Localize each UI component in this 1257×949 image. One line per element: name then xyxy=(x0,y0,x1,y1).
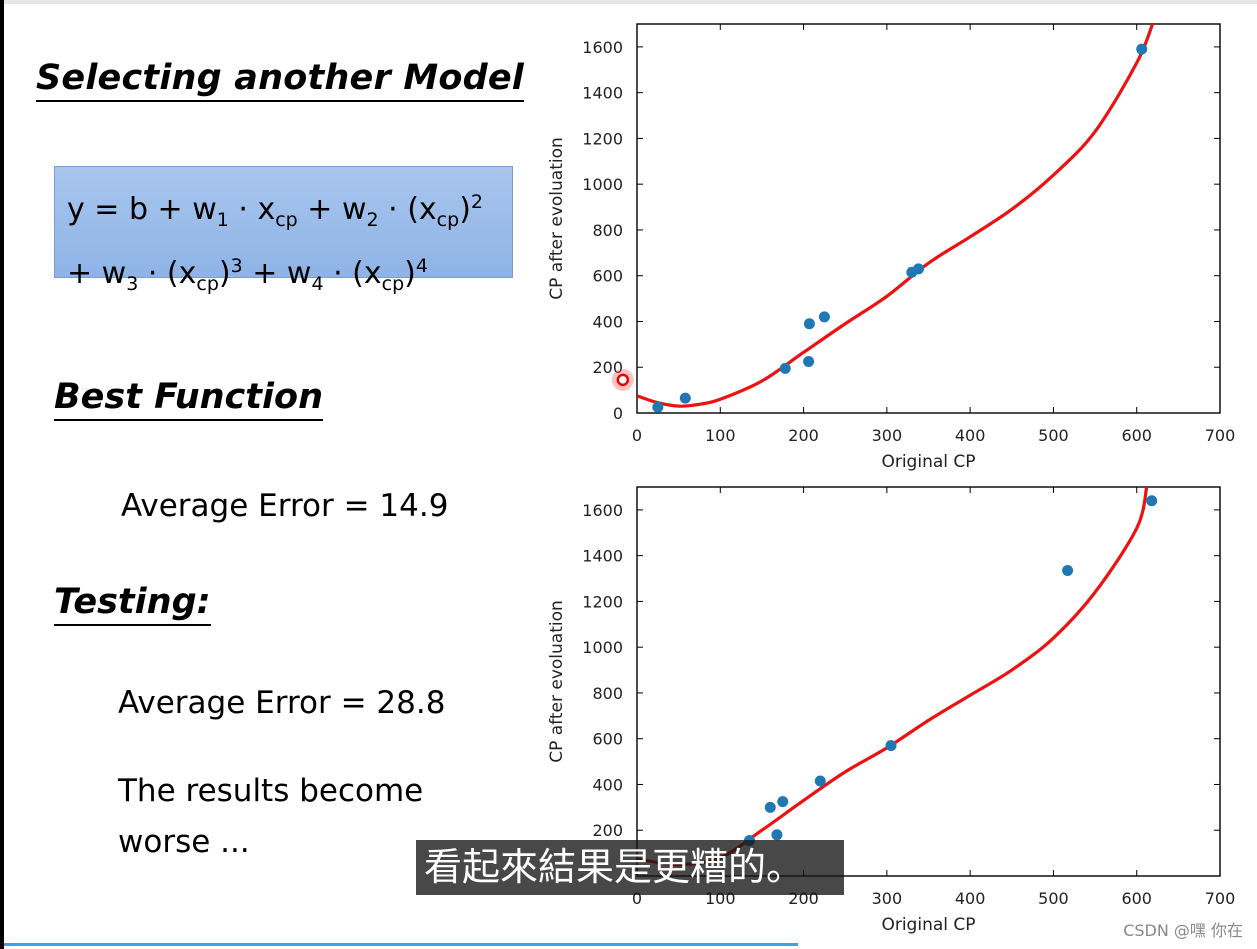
formula-subscript: 2 xyxy=(366,209,379,231)
plot-frame xyxy=(636,23,1221,414)
y-tick-label: 0 xyxy=(613,404,623,423)
x-tick-label: 600 xyxy=(1121,889,1152,908)
slide-title: Selecting another Model xyxy=(36,58,524,102)
formula-superscript: 3 xyxy=(230,255,243,277)
left-border xyxy=(0,0,4,949)
y-tick-label: 1400 xyxy=(582,84,623,103)
video-progress-bar[interactable] xyxy=(4,943,798,946)
formula-subscript: cp xyxy=(196,273,219,295)
data-point xyxy=(764,801,776,813)
x-tick-label: 0 xyxy=(632,889,642,908)
y-tick-label: 400 xyxy=(592,775,623,794)
data-point xyxy=(1136,43,1148,55)
formula-text: ) xyxy=(404,256,416,291)
y-tick-label: 1200 xyxy=(582,592,623,611)
data-point xyxy=(913,263,925,275)
y-tick-label: 1200 xyxy=(582,129,623,148)
y-tick-label: 600 xyxy=(592,267,623,286)
x-tick-label: 400 xyxy=(955,426,986,445)
x-axis-label: Original CP xyxy=(881,915,975,935)
training-chart: 0 100 200 300 400 500 600 700 0 200 400 600 800 1000 1… xyxy=(540,8,1250,478)
train-error-text: Average Error = 14.9 xyxy=(121,488,449,524)
y-tick-label: 1600 xyxy=(582,501,623,520)
formula-line-1: y = b + w1 · xcp + w2 · (xcp)2 xyxy=(67,179,500,243)
x-tick-label: 200 xyxy=(788,426,819,445)
formula-box: y = b + w1 · xcp + w2 · (xcp)2 + w3 · (x… xyxy=(54,166,513,295)
x-tick-label: 500 xyxy=(1038,426,1069,445)
data-point xyxy=(1062,565,1074,577)
formula-text: + w xyxy=(297,192,367,227)
testing-heading: Testing: xyxy=(54,582,211,626)
fitted-curve xyxy=(637,24,1155,408)
y-tick-label: 1000 xyxy=(582,175,623,194)
y-tick-label: 200 xyxy=(592,358,623,377)
x-tick-label: 600 xyxy=(1121,426,1152,445)
y-tick-label: 400 xyxy=(592,312,623,331)
formula-text: + w xyxy=(67,256,127,291)
data-point xyxy=(814,775,826,787)
formula-text: · (x xyxy=(138,256,197,291)
formula-subscript: cp xyxy=(436,209,460,231)
fitted-curve xyxy=(637,487,1149,867)
formula-subscript: 3 xyxy=(126,273,139,295)
top-border xyxy=(0,0,1257,4)
x-tick-label: 700 xyxy=(1205,426,1236,445)
y-tick-label: 1600 xyxy=(582,38,623,57)
formula-superscript: 4 xyxy=(415,255,428,277)
cursor-dot xyxy=(616,373,630,387)
data-point xyxy=(771,829,783,841)
video-subtitle: 看起來結果是更糟的。 xyxy=(416,840,844,895)
data-point xyxy=(652,401,664,413)
test-error-text: Average Error = 28.8 xyxy=(118,685,446,721)
formula-text: + w xyxy=(242,256,312,291)
formula-superscript: 2 xyxy=(470,191,483,213)
data-point xyxy=(777,796,789,808)
data-point xyxy=(818,311,830,323)
formula-text: · x xyxy=(228,192,276,227)
training-chart-svg: 0 100 200 300 400 500 600 700 0 200 400 600 800 1000 1… xyxy=(547,23,1236,472)
x-axis-label: Original CP xyxy=(881,452,975,472)
data-point xyxy=(803,356,815,368)
formula-subscript: cp xyxy=(381,273,405,295)
x-tick-label: 500 xyxy=(1038,889,1069,908)
x-tick-label: 700 xyxy=(1205,889,1236,908)
x-tick-label: 300 xyxy=(872,426,903,445)
result-text: The results become worse ... xyxy=(118,766,423,868)
x-tick-label: 100 xyxy=(705,426,736,445)
data-point xyxy=(779,362,791,374)
y-axis-label: CP after evoluation xyxy=(547,137,567,300)
x-tick-label: 400 xyxy=(955,889,986,908)
formula-subscript: cp xyxy=(275,209,298,231)
watermark: CSDN @嘿 你在 xyxy=(1123,921,1243,940)
result-line-1: The results become xyxy=(118,773,424,809)
formula-line-2: + w3 · (xcp)3 + w4 · (xcp)4 xyxy=(67,243,500,307)
y-tick-label: 800 xyxy=(592,684,623,703)
formula-subscript: 1 xyxy=(216,209,229,231)
y-axis-label: CP after evoluation xyxy=(547,600,567,763)
plot-frame xyxy=(636,486,1221,877)
data-point xyxy=(803,318,815,330)
result-line-2: worse ... xyxy=(118,824,250,860)
formula-text: ) xyxy=(218,256,231,291)
formula-text: y = b + w xyxy=(67,192,217,227)
x-tick-label: 300 xyxy=(872,889,903,908)
formula-text: ) xyxy=(459,192,471,227)
formula-subscript: 4 xyxy=(311,273,324,295)
best-function-heading: Best Function xyxy=(54,377,323,421)
formula-text: · (x xyxy=(378,192,437,227)
y-tick-label: 1400 xyxy=(582,547,623,566)
x-tick-label: 0 xyxy=(632,426,642,445)
data-point xyxy=(1146,495,1158,507)
y-tick-label: 800 xyxy=(592,221,623,240)
data-point xyxy=(885,740,897,752)
data-point xyxy=(679,392,691,404)
y-tick-label: 200 xyxy=(592,821,623,840)
formula-text: · (x xyxy=(323,256,382,291)
y-tick-label: 1000 xyxy=(582,638,623,657)
y-tick-label: 600 xyxy=(592,730,623,749)
